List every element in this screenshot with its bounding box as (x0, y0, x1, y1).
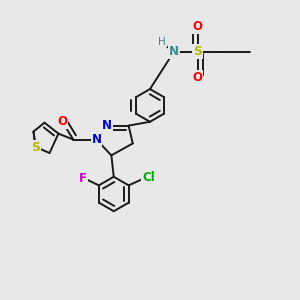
Text: H: H (158, 37, 166, 46)
Text: O: O (57, 115, 67, 128)
Text: F: F (79, 172, 87, 185)
Text: S: S (193, 45, 202, 58)
Text: Cl: Cl (142, 171, 155, 184)
Text: S: S (31, 140, 40, 154)
Text: N: N (102, 119, 112, 132)
Text: N: N (92, 133, 101, 146)
Text: O: O (193, 71, 202, 84)
Text: O: O (193, 20, 202, 33)
Text: N: N (169, 45, 179, 58)
